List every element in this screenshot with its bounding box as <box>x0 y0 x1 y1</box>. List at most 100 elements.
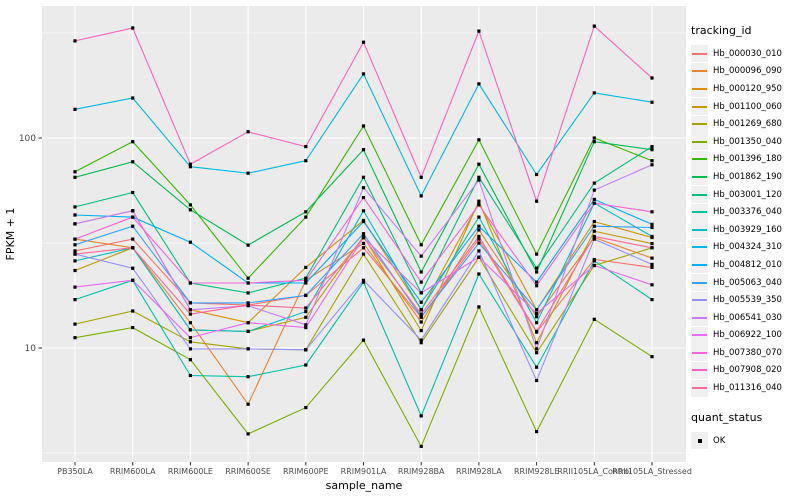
data-point <box>73 205 77 209</box>
data-point <box>188 281 192 285</box>
data-point <box>361 209 366 213</box>
legend-key-swatch <box>691 238 708 256</box>
series-color-line-icon <box>692 105 707 108</box>
data-point <box>592 91 596 95</box>
data-point <box>535 266 539 270</box>
data-point <box>188 321 192 325</box>
data-point <box>592 259 596 263</box>
legend-item-Hb_001100_060: Hb_001100_060 <box>691 98 799 116</box>
data-point <box>361 124 366 128</box>
data-point <box>592 140 596 144</box>
data-point <box>246 130 250 134</box>
x-tick-label: RRIM600LE <box>168 467 213 476</box>
data-point <box>304 215 308 219</box>
data-point <box>304 293 308 297</box>
data-point <box>650 298 654 302</box>
legend-item-Hb_006541_030: Hb_006541_030 <box>691 309 799 327</box>
legend-key-swatch <box>691 221 708 239</box>
data-point <box>535 351 539 355</box>
legend-item-Hb_005063_040: Hb_005063_040 <box>691 274 799 292</box>
data-point <box>650 225 654 230</box>
legend-item-ok: OK <box>691 432 799 450</box>
legend-key-swatch <box>691 62 708 80</box>
data-point <box>650 145 654 149</box>
data-point <box>361 246 366 250</box>
legend-item-label: Hb_001396_180 <box>713 154 782 165</box>
legend-key-swatch <box>691 256 708 274</box>
series-color-line-icon <box>692 158 707 161</box>
data-point <box>592 220 596 224</box>
data-point <box>535 270 539 274</box>
data-point <box>246 432 250 436</box>
data-point <box>304 315 308 319</box>
data-point <box>419 194 423 198</box>
x-tick-label: RRIM901LA <box>341 467 387 476</box>
data-point <box>419 175 423 179</box>
data-point <box>246 276 250 280</box>
data-point <box>419 308 423 312</box>
y-tick-label: 10 <box>25 344 37 354</box>
data-point <box>131 278 135 282</box>
legend-item-label: Hb_005539_350 <box>713 295 782 306</box>
series-color-line-icon <box>692 193 707 196</box>
legend-item-Hb_004324_310: Hb_004324_310 <box>691 238 799 257</box>
x-tick-label: RRIM600PE <box>283 467 329 476</box>
data-point <box>535 311 539 316</box>
data-point <box>131 26 135 30</box>
data-point <box>361 241 366 245</box>
data-point <box>304 210 308 214</box>
data-point <box>304 281 308 285</box>
data-point <box>73 170 77 174</box>
series-color-line-icon <box>692 334 707 337</box>
data-point <box>304 265 308 269</box>
legend-item-list: Hb_000030_010 Hb_000096_090 Hb_000120_950 H… <box>691 45 799 397</box>
data-point <box>419 338 423 342</box>
legend-item-Hb_003001_120: Hb_003001_120 <box>691 186 799 204</box>
legend-item-Hb_004812_010: Hb_004812_010 <box>691 256 799 274</box>
data-point <box>73 39 77 43</box>
data-point <box>246 329 250 333</box>
legend-item-label: Hb_003001_120 <box>713 189 782 200</box>
data-point <box>535 315 539 319</box>
legend-key-swatch <box>691 291 708 309</box>
x-tick-label: RRIM600SE <box>225 467 271 476</box>
data-point <box>650 76 654 80</box>
data-point <box>592 136 596 140</box>
data-point <box>419 320 423 324</box>
data-point <box>535 280 539 284</box>
data-point <box>650 242 654 246</box>
legend-item-Hb_000030_010: Hb_000030_010 <box>691 45 799 63</box>
data-point <box>535 199 539 203</box>
data-point <box>188 165 192 169</box>
data-point <box>477 82 481 86</box>
data-point <box>131 309 135 313</box>
data-point <box>188 358 192 362</box>
x-tick-label: PB350LA <box>57 467 93 476</box>
data-point <box>535 378 539 383</box>
x-tick-label: RRII105LA_Control <box>557 467 631 476</box>
data-point <box>477 234 481 238</box>
data-point <box>73 285 77 289</box>
data-point <box>188 312 192 316</box>
data-point <box>477 175 481 179</box>
legend-item-label: Hb_007908_020 <box>713 365 782 376</box>
data-point <box>592 201 596 205</box>
data-point <box>246 375 250 379</box>
x-tick-label: RRIM928LE <box>514 467 559 476</box>
legend-key-swatch <box>691 309 708 327</box>
data-point <box>592 317 596 321</box>
data-point <box>477 178 481 182</box>
data-point <box>73 249 77 253</box>
data-point <box>246 171 250 175</box>
data-point <box>650 256 654 260</box>
data-point <box>304 145 308 149</box>
data-point <box>361 72 366 76</box>
data-point <box>535 347 539 351</box>
y-tick-label: 100 <box>19 134 36 144</box>
data-point <box>592 234 596 238</box>
data-point <box>419 312 423 316</box>
data-point <box>304 406 308 410</box>
data-point <box>477 228 481 232</box>
data-point <box>535 252 539 256</box>
data-point <box>361 236 366 240</box>
